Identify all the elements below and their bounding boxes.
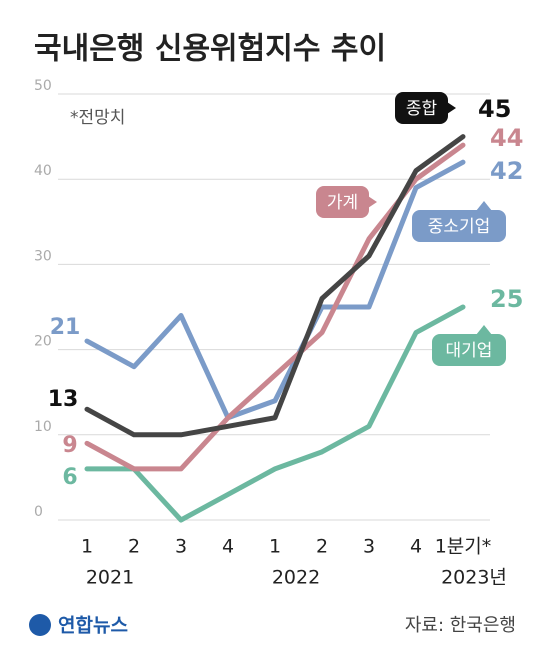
legend-pointer (447, 102, 456, 114)
legend-box (395, 92, 448, 124)
x-tick-label: 4 (222, 536, 234, 558)
series-line (84, 304, 466, 523)
x-tick-label: 2 (316, 536, 328, 558)
source: 자료: 한국은행 (405, 615, 516, 636)
x-tick-label: 1분기* (435, 536, 492, 558)
y-tick-label: 0 (34, 504, 43, 520)
value-label: 21 (50, 315, 81, 340)
x-tick-label: 1 (81, 536, 93, 558)
legend-pointer (476, 325, 492, 335)
series-line (84, 159, 466, 421)
legend-box (316, 186, 369, 218)
legend-label: 대기업 (446, 341, 493, 361)
x-tick-label: 3 (175, 536, 187, 558)
x-group-label: 2023년 (441, 567, 507, 589)
value-label: 9 (62, 433, 77, 458)
y-tick-label: 30 (34, 248, 52, 264)
value-label: 13 (48, 387, 79, 412)
y-tick-label: 40 (34, 163, 52, 179)
value-label: 44 (490, 124, 523, 152)
x-tick-label: 4 (410, 536, 422, 558)
value-label: 25 (490, 285, 523, 313)
y-tick-label: 50 (34, 78, 52, 94)
value-label: 6 (62, 465, 77, 490)
note: *전망치 (70, 108, 125, 128)
x-tick-label: 2 (128, 536, 140, 558)
logo-icon (29, 614, 51, 636)
legend-label: 가계 (327, 193, 358, 213)
x-group-label: 2021 (86, 567, 134, 589)
legend-box (412, 210, 506, 242)
legend-label: 종합 (406, 99, 438, 119)
legend-box (432, 334, 506, 366)
chart-title: 국내은행 신용위험지수 추이 (34, 32, 386, 67)
y-tick-label: 20 (34, 334, 52, 350)
series-line (84, 134, 466, 438)
x-tick-label: 3 (363, 536, 375, 558)
legend-label: 중소기업 (428, 217, 491, 237)
value-label: 45 (478, 95, 511, 123)
value-label: 42 (490, 157, 523, 185)
legend-pointer (368, 196, 377, 208)
y-tick-label: 10 (34, 419, 52, 435)
logo: 연합뉴스 (58, 615, 128, 637)
x-group-label: 2022 (272, 567, 320, 589)
x-tick-label: 1 (269, 536, 281, 558)
legend-pointer (476, 201, 492, 211)
